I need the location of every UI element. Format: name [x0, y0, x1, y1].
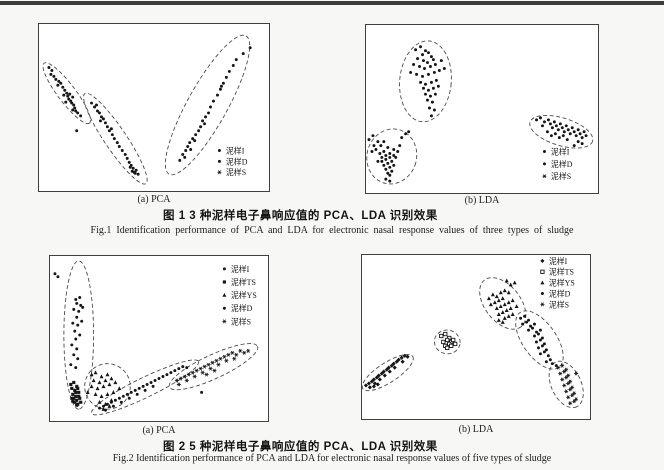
fig2-pca-plot: 泥样I 泥样TS 泥样YS 泥样D 泥样S [49, 255, 269, 422]
legend-label: 泥样I [549, 256, 568, 266]
legend-item: 泥样D [217, 156, 248, 166]
fig1-caption-zh: 图 1 3 种泥样电子鼻响应值的 PCA、LDA 识别效果 [163, 210, 438, 222]
legend-label: 泥样I [551, 146, 570, 156]
legend-label: 泥样YS [231, 290, 257, 300]
legend-item: 泥样S [542, 171, 571, 181]
fig2-pca-canvas: 泥样I 泥样TS 泥样YS 泥样D 泥样S [53, 260, 259, 416]
scatter-cluster-泥样S [174, 348, 251, 387]
legend-label: 泥样I [231, 264, 250, 274]
cluster-ellipse [399, 40, 452, 123]
scatter-cluster-泥样TS [439, 331, 458, 350]
scatter-cluster-泥样YS [486, 278, 519, 324]
legend-item: 泥样S [222, 316, 251, 326]
legend-item: 泥样S [217, 167, 246, 177]
scatter-cluster-泥样D [90, 101, 140, 176]
cluster-ellipse [548, 360, 584, 409]
legend-item: 泥样D [222, 303, 253, 313]
legend-item: 泥样I [217, 145, 245, 155]
legend-item: 泥样I [222, 264, 250, 274]
cluster-ellipse [84, 363, 131, 410]
scatter-cluster-泥样I [47, 65, 83, 133]
page-top-rule [0, 1, 664, 5]
scatter-cluster-泥样D [367, 130, 411, 183]
cluster-ellipse [83, 92, 148, 185]
fig2-caption-en: Fig.2 Identification performance of PCA … [112, 453, 552, 464]
cluster-ellipses [63, 260, 259, 416]
legend-item: 泥样TS [222, 277, 256, 287]
scatter-cluster-泥样S [556, 363, 579, 406]
legend-item: 泥样I [542, 146, 570, 156]
legend-item: 泥样I [540, 256, 568, 266]
legend-label: 泥样S [549, 299, 569, 309]
fig1-pca-sublabel: (a) PCA [137, 194, 171, 205]
scatter-cluster-泥样YS [85, 370, 122, 411]
legend-label: 泥样D [549, 289, 571, 299]
scatter-cluster-泥样TS [69, 380, 83, 407]
legend-label: 泥样D [551, 159, 573, 169]
legend-item: 泥样YS [540, 278, 575, 288]
cluster-ellipse [168, 343, 259, 391]
scatter-cluster-泥样D [519, 314, 558, 368]
legend-item: 泥样YS [222, 290, 257, 300]
fig2-lda-plot: 泥样I 泥样TS 泥样YS 泥样D 泥样S [361, 254, 591, 420]
fig2-pca-sublabel: (a) PCA [142, 425, 176, 436]
plot-legend: 泥样I 泥样D 泥样S [542, 146, 573, 181]
cluster-ellipse [479, 277, 527, 330]
fig1-lda-plot: 泥样I 泥样D 泥样S [365, 24, 599, 194]
legend-item: 泥样S [540, 299, 569, 309]
legend-label: 泥样TS [549, 267, 574, 277]
legend-label: 泥样S [231, 316, 251, 326]
fig2-lda-sublabel: (b) LDA [458, 424, 494, 435]
cluster-ellipse [91, 359, 200, 416]
cluster-ellipse [366, 128, 418, 185]
cluster-ellipse [42, 62, 91, 125]
scatter-cluster-泥样I [363, 353, 410, 390]
scatter-cluster-泥样D [98, 365, 204, 412]
fig1-caption-en: Fig.1 Identification performance of PCA … [90, 225, 574, 236]
cluster-ellipse [63, 260, 95, 410]
legend-item: 泥样D [542, 159, 573, 169]
cluster-ellipses [366, 40, 594, 185]
legend-label: 泥样D [226, 156, 248, 166]
legend-label: 泥样S [226, 167, 246, 177]
legend-label: 泥样D [231, 303, 253, 313]
scatter-cluster-泥样I [409, 45, 446, 118]
cluster-ellipse [529, 114, 594, 149]
legend-item: 泥样D [540, 289, 571, 299]
scatter-cluster-泥样S [535, 116, 588, 148]
legend-label: 泥样TS [231, 277, 256, 287]
plot-legend: 泥样I 泥样TS 泥样YS 泥样D 泥样S [222, 264, 257, 326]
cluster-ellipse [362, 353, 414, 392]
scatter-cluster-泥样S [178, 46, 252, 162]
scatter-cluster-泥样I [53, 272, 85, 370]
fig1-lda-canvas: 泥样I 泥样D 泥样S [366, 40, 594, 185]
fig2-caption-zh: 图 2 5 种泥样电子鼻响应值的 PCA、LDA 识别效果 [163, 441, 438, 453]
fig1-pca-plot: 泥样I 泥样D 泥样S [38, 23, 270, 192]
legend-item: 泥样TS [540, 267, 574, 277]
fig1-lda-sublabel: (b) LDA [464, 195, 500, 206]
legend-label: 泥样YS [549, 278, 575, 288]
legend-label: 泥样I [226, 145, 245, 155]
legend-label: 泥样S [551, 171, 571, 181]
